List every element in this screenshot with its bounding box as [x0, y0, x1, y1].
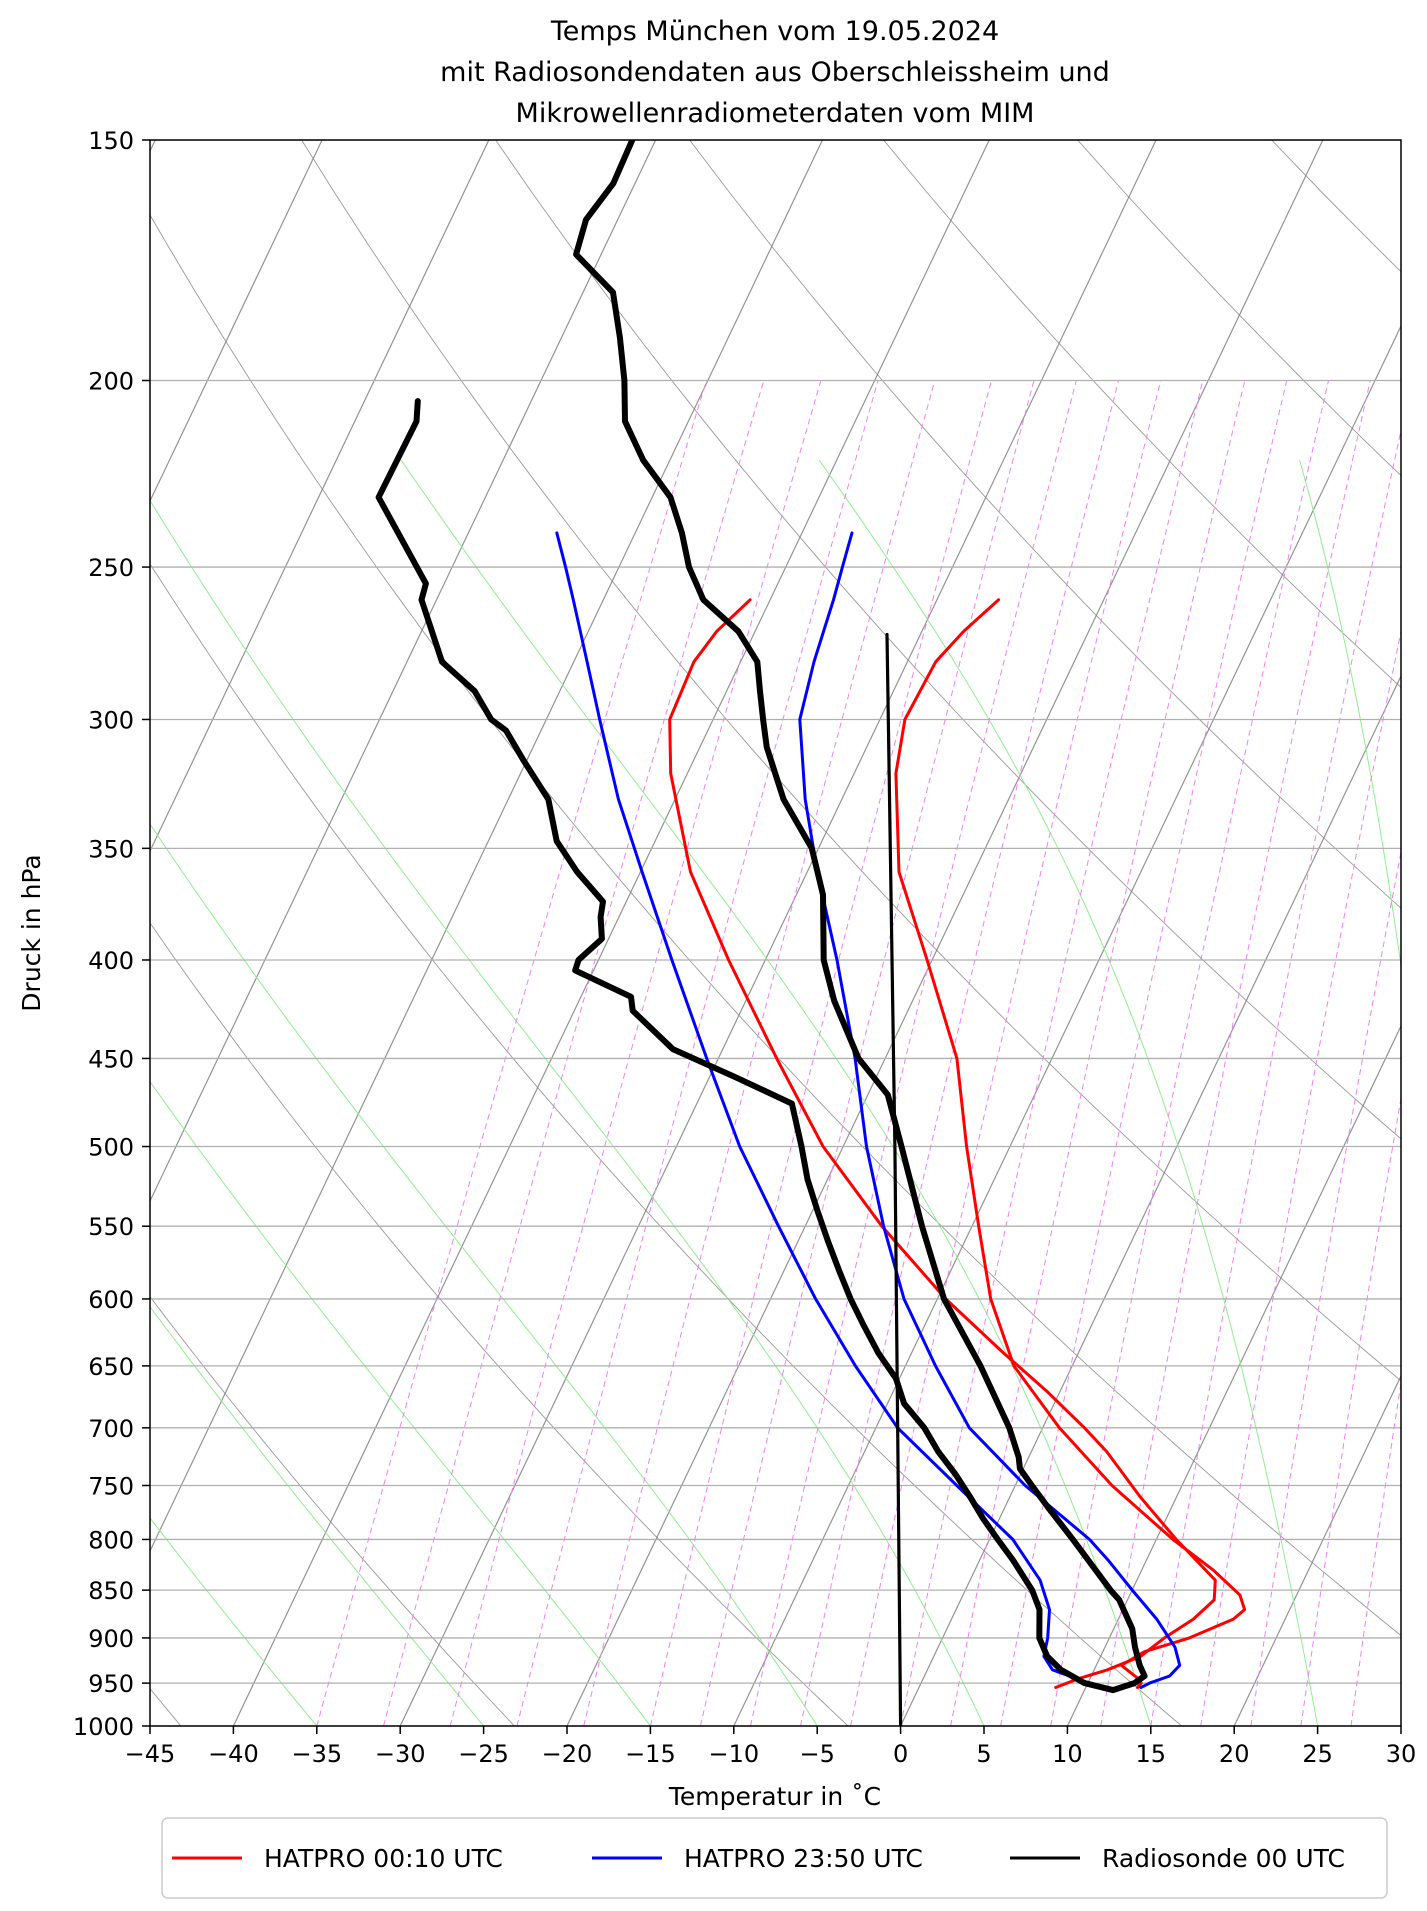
pressure-gridlines: [150, 140, 1401, 1726]
dry-adiabat-430: [1272, 140, 1427, 1726]
dry-adiabat-370: [690, 140, 1427, 1726]
y-tick-label-300: 300: [88, 706, 134, 734]
mixing-ratio-line-3: [951, 381, 1245, 1727]
y-tick-label-650: 650: [88, 1353, 134, 1381]
y-tick-label-700: 700: [88, 1415, 134, 1443]
y-axis-label: Druck in hPa: [17, 854, 46, 1011]
x-tick-label--40: −40: [208, 1740, 259, 1768]
y-tick-label-150: 150: [88, 127, 134, 155]
series-line-3: [557, 533, 1103, 1688]
x-tick-label-10: 10: [1052, 1740, 1083, 1768]
mixing-ratio-line--9: [751, 381, 1077, 1727]
y-tick-label-800: 800: [88, 1526, 134, 1554]
x-tick-label-15: 15: [1136, 1740, 1167, 1768]
isotherm-20: [1234, 140, 1427, 1726]
y-tick-label-350: 350: [88, 835, 134, 863]
x-tick-label-25: 25: [1302, 1740, 1333, 1768]
mixing-ratio-line-27: [1351, 381, 1427, 1727]
legend-label-radiosonde: Radiosonde 00 UTC: [1102, 1844, 1345, 1873]
y-tick-label-950: 950: [88, 1670, 134, 1698]
x-tick-label-30: 30: [1386, 1740, 1417, 1768]
x-tick-label--35: −35: [291, 1740, 342, 1768]
y-tick-label-200: 200: [88, 368, 134, 396]
y-tick-label-750: 750: [88, 1472, 134, 1500]
y-tick-label-1000: 1000: [73, 1713, 134, 1741]
series-line-6: [887, 635, 901, 1727]
mixing-ratio-line--31: [384, 381, 764, 1727]
mixing-ratio-line--35: [317, 381, 707, 1727]
dry-adiabat-410: [1078, 140, 1427, 1726]
x-tick-label-20: 20: [1219, 1740, 1250, 1768]
x-tick-label--15: −15: [625, 1740, 676, 1768]
chart-title-line-1: Temps München vom 19.05.2024: [550, 16, 999, 47]
y-tick-label-900: 900: [88, 1625, 134, 1653]
chart-title: Temps München vom 19.05.2024 mit Radioso…: [440, 16, 1110, 129]
x-axis-label: Temperatur in ˚C: [668, 1782, 881, 1811]
mixing-ratio-line--27: [450, 381, 821, 1727]
mixing-ratio-line--19: [584, 381, 935, 1727]
chart-title-line-3: Mikrowellenradiometerdaten vom MIM: [516, 98, 1035, 129]
isotherm--80: [0, 140, 322, 1726]
isotherm--50: [67, 140, 823, 1726]
dry-adiabat-250: [0, 140, 515, 1726]
chart-title-line-2: mit Radiosondendaten aus Oberschleisshei…: [440, 57, 1110, 88]
mixing-ratio-line-6: [1001, 381, 1287, 1727]
isotherm--20: [567, 140, 1323, 1726]
series-line-5: [379, 401, 1113, 1690]
profile-series: [379, 140, 1245, 1726]
x-tick-label-0: 0: [893, 1740, 908, 1768]
plot-frame: [150, 140, 1401, 1726]
series-line-4: [576, 140, 1145, 1690]
legend: HATPRO 00:10 UTC HATPRO 23:50 UTC Radios…: [162, 1818, 1387, 1898]
isotherm--10: [734, 140, 1427, 1726]
y-axis: 1000 950 900 850 800 750 700 650 600 550 500 450 400…: [73, 127, 150, 1741]
x-tick-label--30: −30: [375, 1740, 426, 1768]
y-tick-label-550: 550: [88, 1213, 134, 1241]
y-tick-label-400: 400: [88, 947, 134, 975]
moist-adiabat-35: [1300, 460, 1427, 1726]
isotherm-10: [1067, 140, 1427, 1726]
isotherm--70: [0, 140, 489, 1726]
legend-label-hatpro-2350: HATPRO 23:50 UTC: [684, 1844, 923, 1873]
background-reference-lines: [0, 140, 1427, 1726]
isotherm--40: [233, 140, 989, 1726]
series-line-2: [800, 533, 1180, 1688]
mixing-ratio-line-18: [1201, 381, 1427, 1727]
x-tick-label--25: −25: [458, 1740, 509, 1768]
dry-adiabat-310: [108, 140, 1427, 1726]
legend-label-hatpro-0010: HATPRO 00:10 UTC: [264, 1844, 503, 1873]
isotherm-30: [1401, 140, 1427, 1726]
x-tick-label--10: −10: [708, 1740, 759, 1768]
mixing-ratio-line-9: [1051, 381, 1329, 1727]
y-tick-label-450: 450: [88, 1045, 134, 1073]
moist-adiabat--25: [0, 460, 484, 1726]
y-tick-label-850: 850: [88, 1577, 134, 1605]
x-axis: −45 −40 −35 −30 −25 −20 −15 −10 −5 0 5 10 15 20 25 30: [125, 1726, 1417, 1768]
x-tick-label--5: −5: [800, 1740, 835, 1768]
moist-adiabat-5: [126, 460, 985, 1726]
dry-adiabat-330: [302, 140, 1427, 1726]
isotherm--30: [400, 140, 1156, 1726]
x-tick-label--45: −45: [125, 1740, 176, 1768]
mixing-ratio-line-15: [1151, 381, 1412, 1727]
dry-adiabat-290: [0, 140, 1182, 1726]
x-tick-label-5: 5: [976, 1740, 991, 1768]
x-tick-label--20: −20: [542, 1740, 593, 1768]
y-tick-label-600: 600: [88, 1286, 134, 1314]
y-tick-label-250: 250: [88, 554, 134, 582]
y-tick-label-500: 500: [88, 1134, 134, 1162]
